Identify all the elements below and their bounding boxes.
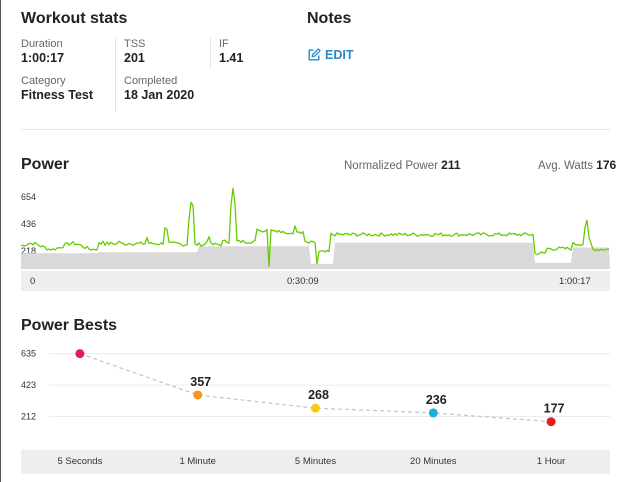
- duration-stat: Duration 1:00:17: [21, 38, 64, 66]
- power-y-tick: 218: [21, 246, 37, 256]
- power-bests-value-label: 635: [72, 345, 93, 348]
- tss-stat: TSS 201: [124, 38, 145, 66]
- power-bests-value-label: 357: [190, 375, 211, 389]
- if-label: IF: [219, 38, 229, 50]
- power-title: Power: [21, 156, 70, 173]
- edit-notes-button[interactable]: EDIT: [307, 48, 353, 62]
- completed-stat: Completed 18 Jan 2020: [124, 75, 194, 103]
- normalized-power-label: Normalized Power: [344, 160, 438, 172]
- power-bests-point[interactable]: [311, 403, 320, 413]
- completed-value: 18 Jan 2020: [124, 88, 195, 102]
- duration-value: 1:00:17: [21, 51, 65, 65]
- power-bests-value-label: 177: [544, 402, 565, 416]
- notes-title: Notes: [307, 10, 352, 27]
- time-tick-end: 1:00:17: [559, 276, 591, 287]
- category-stat: Category Fitness Test: [21, 75, 93, 103]
- if-value: 1.41: [219, 51, 244, 65]
- workout-stats-title: Workout stats: [21, 10, 128, 27]
- category-value: Fitness Test: [21, 88, 94, 102]
- avg-watts-label: Avg. Watts: [538, 160, 593, 172]
- power-bests-x-tick: 5 Seconds: [57, 456, 103, 467]
- edit-pencil-icon: [308, 48, 321, 61]
- power-bests-point[interactable]: [193, 390, 203, 400]
- power-bests-y-tick: 423: [21, 380, 36, 390]
- avg-watts-value: 176: [596, 158, 617, 172]
- stats-divider: [210, 38, 211, 68]
- power-bests-y-tick: 635: [21, 349, 36, 359]
- power-bests-value-label: 268: [308, 388, 329, 402]
- edit-label: EDIT: [325, 48, 354, 62]
- power-bests-line: [79, 353, 552, 423]
- power-area: [21, 242, 610, 269]
- tss-label: TSS: [124, 38, 146, 50]
- power-bests-point[interactable]: [75, 349, 85, 359]
- power-bests-x-tick: 1 Minute: [179, 456, 216, 467]
- tss-value: 201: [124, 51, 145, 65]
- power-line: [21, 187, 610, 267]
- power-bests-point[interactable]: [428, 408, 438, 418]
- power-y-tick: 654: [21, 192, 37, 202]
- power-bests-x-tick: 5 Minutes: [294, 456, 337, 467]
- power-bests-axis: 5 Seconds 1 Minute 5 Minutes 20 Minutes 1 Ho…: [21, 450, 610, 474]
- normalized-power: Normalized Power 211: [344, 158, 461, 172]
- avg-watts: Avg. Watts 176: [538, 158, 616, 172]
- completed-label: Completed: [124, 75, 178, 87]
- time-tick-start: 0: [30, 276, 36, 287]
- power-bests-x-tick: 1 Hour: [536, 456, 566, 467]
- power-bests-y-tick: 212: [21, 412, 36, 422]
- left-border: [0, 0, 1, 482]
- time-tick-mid: 0:30:09: [287, 276, 319, 287]
- power-bests-point[interactable]: [546, 417, 556, 427]
- power-bests-title: Power Bests: [21, 317, 118, 334]
- power-bests-chart: 635 423 212 635 357 268 236 177: [21, 345, 610, 427]
- power-y-tick: 436: [21, 219, 37, 229]
- if-stat: IF 1.41: [219, 38, 243, 66]
- power-time-axis: 0 0:30:09 1:00:17: [21, 271, 610, 291]
- power-bests-value-label: 236: [426, 393, 447, 407]
- power-bests-x-tick: 20 Minutes: [410, 456, 457, 467]
- category-label: Category: [21, 75, 66, 87]
- power-chart: [21, 187, 610, 269]
- duration-label: Duration: [21, 38, 63, 50]
- section-divider: [21, 129, 610, 130]
- stats-divider: [115, 38, 116, 112]
- normalized-power-value: 211: [441, 158, 461, 172]
